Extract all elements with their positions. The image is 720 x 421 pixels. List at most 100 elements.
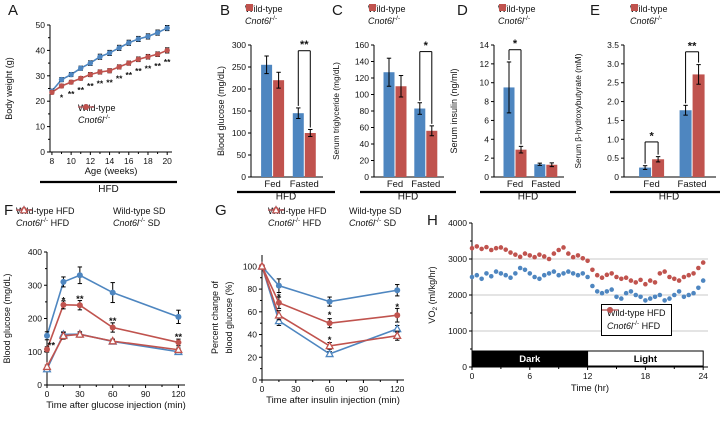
legend-item: Cnot6l-/- [368,4,406,27]
panel-e-label: E [590,2,601,19]
svg-text:HFD: HFD [98,184,119,195]
svg-text:**: ** [154,61,161,71]
svg-text:300: 300 [232,40,246,50]
svg-text:*: * [328,310,332,321]
svg-text:Blood glucose (mg/dL): Blood glucose (mg/dL) [2,273,12,363]
legend-label: Wild-type [498,4,536,14]
svg-text:30: 30 [75,389,85,399]
svg-text:0: 0 [45,389,50,399]
svg-text:*: * [60,93,64,103]
svg-text:HFD: HFD [659,192,680,203]
svg-text:**: ** [688,40,697,52]
svg-text:4000: 4000 [448,218,467,228]
svg-text:Fasted: Fasted [411,179,440,190]
svg-text:0: 0 [462,362,467,372]
svg-text:0.5: 0.5 [607,153,619,163]
panel-c-chart: 0 20 40 60 80 100 120 140 160 Serum triglyceride … [331,40,456,203]
svg-text:14: 14 [480,40,490,50]
legend-label: Cnot6l-/- [630,15,663,26]
legend-item: Cnot6l-/- HFD [268,207,349,229]
panel-a: A Wild-type Cnot6l-/- 0 10 20 30 40 50 8 10 12 14 1… [0,0,215,200]
series-cnot6l-sd [42,329,183,371]
panel-f-label: F [4,202,14,219]
svg-text:**: ** [125,70,132,80]
legend-marker-circle [602,307,618,313]
svg-text:**: ** [97,79,104,89]
series-cnot6l-hfd [469,244,706,287]
svg-text:Time (hr): Time (hr) [571,383,609,394]
svg-text:blood glucose (%): blood glucose (%) [224,281,234,353]
svg-text:30: 30 [36,71,46,81]
svg-text:0: 0 [241,172,246,182]
svg-text:60: 60 [360,123,370,133]
svg-text:0: 0 [260,384,265,394]
svg-text:**: ** [68,89,75,99]
svg-text:Time after insulin injection (: Time after insulin injection (min) [266,395,400,406]
svg-text:2.5: 2.5 [607,78,619,88]
series-cnot6l-sd [257,261,402,350]
svg-text:**: ** [87,81,94,91]
svg-text:0: 0 [364,172,369,182]
panel-b-label: B [220,2,231,19]
svg-text:60: 60 [248,307,258,317]
panel-f-legend: Wild-type HFD Wild-type SD Cnot6l-/- HFD Cn… [16,205,197,229]
panel-h: H Wild-type HFD Cnot6l-/- HFD 0 1000 2000 30… [425,200,720,421]
legend-item: Cnot6l-/- HFD [602,307,666,333]
bar-fed-wild-type [639,167,652,177]
svg-text:6: 6 [527,371,532,381]
svg-text:Body weight (g): Body weight (g) [4,57,14,120]
panel-c-label: C [332,2,343,19]
svg-text:80: 80 [360,106,370,116]
panel-d: D Wild-type Cnot6l-/- 0 2 4 6 8 10 12 14 Serum in… [448,0,576,203]
legend-label: Cnot6l-/- SD [113,217,161,228]
legend-marker-triangle [268,205,284,214]
legend-item: Cnot6l-/- HFD [16,207,113,229]
svg-text:HFD: HFD [398,192,419,203]
svg-text:300: 300 [28,280,42,290]
legend-label: Cnot6l-/- HFD [607,320,661,331]
bar-fed-wild-type [383,72,395,177]
panel-g-chart: 0 20 40 60 80 100 0 30 60 90 120 Percent change of b… [210,255,405,406]
svg-text:20: 20 [36,96,46,106]
svg-text:3000: 3000 [448,254,467,264]
panel-c: C Wild-type Cnot6l-/- 0 20 40 60 80 100 120 140 1… [330,0,456,203]
svg-text:Fed: Fed [507,179,523,190]
svg-text:Time after glucose injection (: Time after glucose injection (min) [46,400,186,411]
svg-text:Fed: Fed [264,179,280,190]
panel-g-legend: Wild-type HFD Wild-type SD Cnot6l-/- HFD Cn… [268,205,423,229]
svg-text:Fasted: Fasted [290,179,319,190]
svg-text:Dark: Dark [519,354,541,365]
legend-item: Cnot6l-/- [245,4,283,27]
svg-text:20: 20 [248,352,258,362]
panel-a-chart: 0 10 20 30 40 50 8 10 12 14 16 18 20 Body weight (g) A… [4,20,177,195]
svg-text:**: ** [109,316,117,327]
legend-label: Wild-type [245,4,283,14]
svg-text:Age (weeks): Age (weeks) [85,166,138,177]
bar-fasted-cnot6l [546,164,558,177]
bar-fed-wild-type [503,87,515,177]
legend-label: Cnot6l-/- [245,15,278,26]
svg-text:100: 100 [232,128,246,138]
panel-d-legend: Wild-type Cnot6l-/- [498,3,536,27]
legend-label: Cnot6l-/- [78,114,111,125]
svg-text:150: 150 [232,106,246,116]
svg-text:**: ** [135,66,142,76]
legend-label: Cnot6l-/- HFD [268,217,322,228]
svg-text:12: 12 [583,371,593,381]
svg-text:40: 40 [360,139,370,149]
svg-text:100: 100 [243,261,257,271]
bar-fasted-wild-type [679,110,692,177]
phase-bar-light [587,350,704,367]
svg-text:12: 12 [480,59,490,69]
svg-text:0: 0 [470,371,475,381]
series-wild-type-hfd [469,265,706,303]
svg-text:60: 60 [108,389,118,399]
svg-text:50: 50 [237,150,247,160]
svg-text:120: 120 [390,384,404,394]
svg-text:120: 120 [171,389,185,399]
svg-text:120: 120 [355,73,369,83]
svg-text:0: 0 [37,380,42,390]
legend-label: Wild-type HFD [268,206,327,216]
legend-label: Wild-type HFD [607,308,666,318]
legend-label: Cnot6l-/- SD [349,217,397,228]
